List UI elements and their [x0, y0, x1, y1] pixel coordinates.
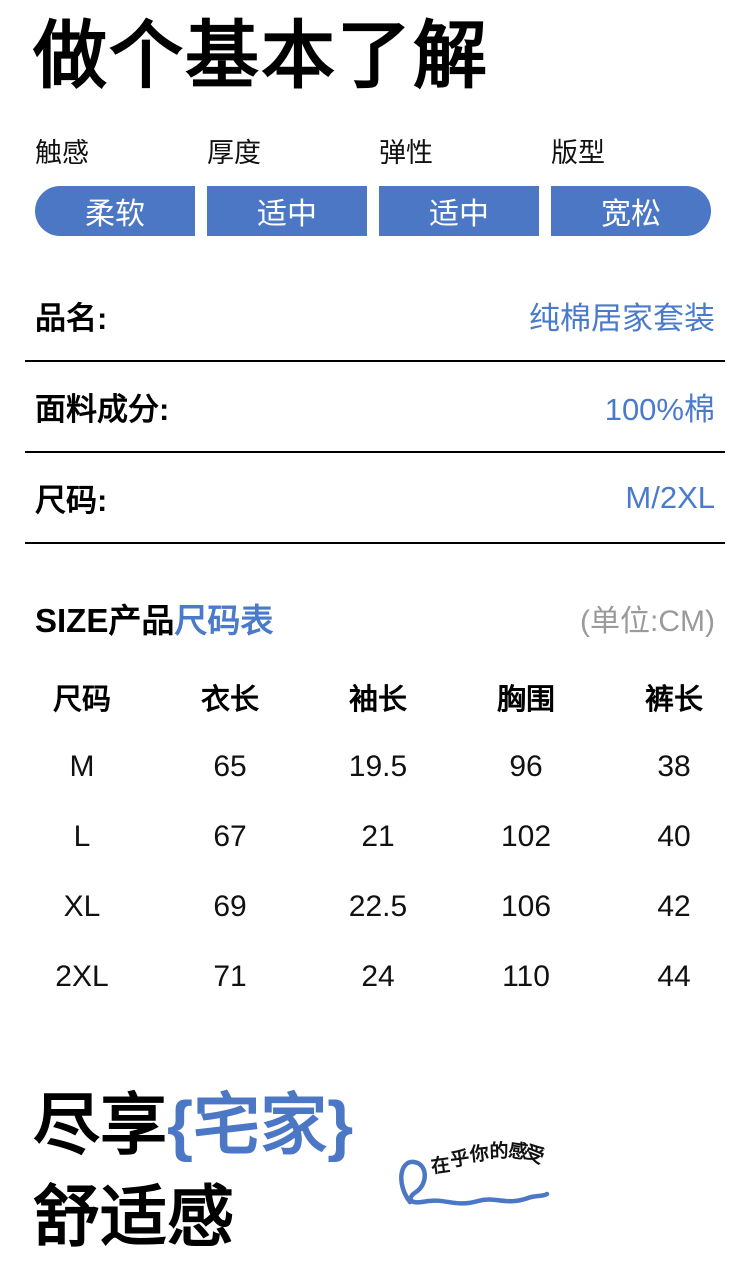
spec-row-fabric: 面料成分: 100%棉	[25, 362, 725, 453]
spec-row-product-name: 品名: 纯棉居家套装	[25, 271, 725, 362]
size-table-cell: 21	[361, 820, 395, 853]
slogan-line1-black: 尽享	[33, 1088, 167, 1163]
size-table-cell: 19.5	[348, 750, 408, 783]
size-table-cell: 110	[502, 960, 550, 993]
size-table-header: 胸围	[496, 684, 555, 716]
slogan-line1-blue: {宅家}	[167, 1088, 354, 1163]
size-table-cell: 71	[213, 960, 247, 993]
spec-value: 100%棉	[604, 392, 715, 427]
size-chart-unit-note: (单位:CM)	[580, 605, 715, 638]
size-table-cell: M	[69, 750, 95, 783]
size-chart-title-blue: 尺码表	[174, 602, 274, 639]
size-table-header: 尺码	[52, 684, 111, 716]
spec-label: 尺码:	[35, 483, 108, 518]
attribute-value-pill: 适中	[379, 186, 539, 236]
slogan-line-2: 舒适感	[33, 1180, 234, 1255]
spec-value: M/2XL	[625, 479, 715, 515]
size-table-cell: 65	[213, 750, 247, 783]
size-table-cell: 24	[361, 960, 395, 993]
size-table-cell: 2XL	[55, 960, 109, 993]
size-chart-title-black: SIZE产品	[35, 602, 175, 639]
size-table-cell: 106	[500, 890, 552, 923]
size-table-cell: 96	[509, 750, 543, 783]
size-chart-heading: SIZE产品尺码表 (单位:CM)	[25, 594, 725, 642]
spec-list: 品名: 纯棉居家套装 面料成分: 100%棉 尺码: M/2XL	[25, 271, 725, 544]
size-chart-title: SIZE产品尺码表	[35, 594, 273, 642]
size-table-header: 衣长	[200, 684, 259, 716]
size-table-header: 裤长	[644, 684, 703, 716]
size-table-cell: XL	[63, 890, 101, 923]
spec-row-size-range: 尺码: M/2XL	[25, 453, 725, 544]
attribute-value-pill: 适中	[207, 186, 367, 236]
attribute-value-pill: 柔软	[35, 186, 195, 236]
attribute-elasticity: 弹性 适中	[379, 138, 539, 236]
ribbon-squiggle-icon	[399, 1159, 550, 1206]
attribute-value-pill: 宽松	[551, 186, 711, 236]
spec-value: 纯棉居家套装	[529, 301, 715, 336]
size-table-cell: 38	[657, 750, 691, 783]
size-table-cell: 44	[657, 960, 691, 993]
size-table-cell: L	[73, 820, 91, 853]
size-table-cell: 22.5	[348, 890, 408, 923]
spec-label: 品名:	[35, 301, 108, 336]
attribute-label: 厚度	[207, 138, 261, 168]
spec-label: 面料成分:	[35, 392, 170, 427]
size-table-cell: 102	[500, 820, 552, 853]
size-table-cell: 40	[657, 820, 691, 853]
size-table: 尺码 衣长 袖长 胸围 裤长 M 65 19.5 96 38 L 67 21 1…	[8, 662, 748, 1012]
attribute-label: 版型	[551, 138, 605, 168]
attribute-thickness: 厚度 适中	[207, 138, 367, 236]
attribute-label: 触感	[35, 138, 89, 168]
slogan-line-1: 尽享{宅家}	[33, 1080, 353, 1172]
attribute-section: 触感 柔软 厚度 适中 弹性 适中 版型 宽松	[35, 138, 711, 236]
size-table-header: 袖长	[348, 684, 407, 716]
slogan-block: 尽享{宅家} 舒适感	[33, 1080, 353, 1264]
size-table-cell: 67	[213, 820, 247, 853]
attribute-touch: 触感 柔软	[35, 138, 195, 236]
page-title: 做个基本了解	[33, 14, 489, 97]
size-table-cell: 69	[213, 890, 247, 923]
attribute-fit: 版型 宽松	[551, 138, 711, 236]
attribute-label: 弹性	[379, 138, 433, 168]
size-table-cell: 42	[657, 890, 691, 923]
